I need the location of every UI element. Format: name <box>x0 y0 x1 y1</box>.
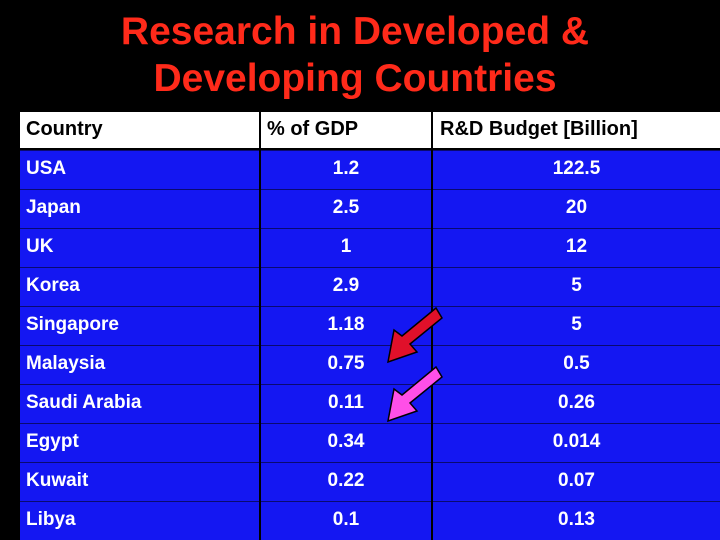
country-cell: Kuwait <box>26 470 89 491</box>
budget-cell: 0.26 <box>558 392 595 413</box>
gdp-cell: 0.34 <box>327 431 365 452</box>
gdp-cell: 2.9 <box>332 275 360 296</box>
table-row: Saudi Arabia 0.11 0.26 <box>20 384 720 422</box>
budget-cell: 0.07 <box>558 470 595 491</box>
country-cell: Japan <box>26 197 81 218</box>
header-gdp: % of GDP <box>267 118 359 140</box>
country-cell: Malaysia <box>26 353 106 374</box>
research-table: Country % of GDP R&D Budget [Billion] US… <box>20 110 720 540</box>
gdp-cell: 0.11 <box>328 392 364 413</box>
country-cell: Libya <box>26 509 76 530</box>
gdp-cell: 1.18 <box>327 314 365 335</box>
table-row: Malaysia 0.75 0.5 <box>20 345 720 383</box>
slide-title: Research in Developed & Developing Count… <box>0 8 710 102</box>
magenta-arrow-icon <box>387 365 443 423</box>
red-arrow-icon <box>387 306 443 364</box>
table-row: Korea 2.9 5 <box>20 267 720 305</box>
gdp-cell: 0.1 <box>332 509 360 530</box>
table-row: Japan 2.5 20 <box>20 189 720 227</box>
budget-cell: 5 <box>571 314 582 335</box>
table-row: Kuwait 0.22 0.07 <box>20 462 720 500</box>
budget-cell: 0.13 <box>558 509 595 530</box>
table-row: Singapore 1.18 5 <box>20 306 720 344</box>
country-cell: UK <box>26 236 54 257</box>
budget-cell: 12 <box>565 236 588 257</box>
country-cell: Egypt <box>26 431 79 452</box>
country-cell: Singapore <box>26 314 119 335</box>
country-cell: USA <box>26 158 67 179</box>
table-row: UK 1 12 <box>20 228 720 266</box>
table-row: Libya 0.1 0.13 <box>20 501 720 539</box>
country-cell: Saudi Arabia <box>26 392 142 413</box>
title-line-1: Research in Developed & <box>120 10 590 53</box>
country-cell: Korea <box>26 275 80 296</box>
title-line-2: Developing Countries <box>153 57 557 100</box>
budget-cell: 5 <box>571 275 582 296</box>
gdp-cell: 2.5 <box>332 197 360 218</box>
header-budget: R&D Budget [Billion] <box>440 118 638 140</box>
header-country: Country <box>26 118 103 140</box>
gdp-cell: 0.22 <box>327 470 365 491</box>
table-header: Country % of GDP R&D Budget [Billion] <box>20 110 720 150</box>
budget-cell: 0.5 <box>563 353 590 374</box>
budget-cell: 20 <box>565 197 588 218</box>
gdp-cell: 1.2 <box>332 158 360 179</box>
column-divider <box>259 110 261 540</box>
budget-cell: 0.014 <box>552 431 601 452</box>
budget-cell: 122.5 <box>552 158 601 179</box>
table-row: Egypt 0.34 0.014 <box>20 423 720 461</box>
table-row: USA 1.2 122.5 <box>20 150 720 188</box>
gdp-cell: 1 <box>340 236 352 257</box>
gdp-cell: 0.75 <box>327 353 365 374</box>
